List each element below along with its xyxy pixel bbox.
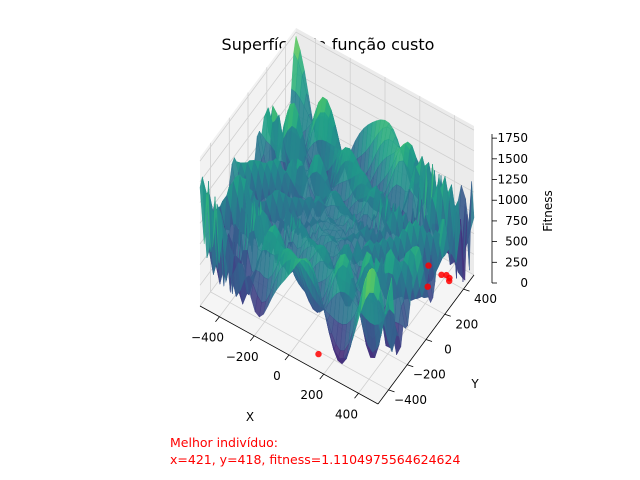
z-tick-label: 250 [505, 255, 528, 269]
y-tick-mark [407, 364, 414, 368]
y-tick-mark [444, 313, 451, 317]
z-tick-label: 0 [520, 276, 528, 290]
z-tick-label: 1000 [497, 193, 528, 207]
z-axis-label: Fitness [541, 190, 555, 232]
annotation-line-1: Melhor indivíduo: [170, 435, 279, 450]
x-tick-mark [319, 373, 325, 380]
x-tick-mark [284, 354, 290, 361]
y-tick-mark [388, 389, 395, 393]
x-tick-label: −200 [226, 350, 259, 364]
y-tick-label: 200 [455, 317, 478, 331]
x-axis-label: X [246, 410, 254, 424]
y-tick-label: −400 [394, 393, 427, 407]
y-tick-label: 400 [474, 292, 497, 306]
scatter-point [438, 271, 445, 278]
x-tick-mark [354, 393, 359, 399]
z-tick-label: 500 [505, 235, 528, 249]
z-tick-label: 1750 [497, 131, 528, 145]
y-axis-label: Y [470, 377, 479, 391]
x-tick-label: 200 [300, 388, 323, 402]
scatter-point [425, 262, 432, 269]
scatter-points [315, 262, 453, 358]
axes-lines [199, 134, 497, 405]
scatter-point [424, 283, 431, 290]
scatter-point [443, 271, 450, 279]
x-tick-label: 0 [273, 369, 281, 383]
y-tick-mark [463, 288, 470, 292]
y-tick-mark [425, 339, 433, 342]
y-tick-label: −200 [413, 368, 446, 382]
best-individual-annotation: Melhor indivíduo: x=421, y=418, fitness=… [170, 434, 460, 468]
z-tick-label: 1500 [497, 152, 528, 166]
chart-title: Superfície da função custo [222, 35, 435, 54]
y-tick-label: 0 [444, 343, 452, 357]
x-tick-label: 400 [335, 407, 358, 421]
tick-labels: −400−2000200400−400−20002004000250500750… [191, 131, 528, 421]
x-tick-mark [215, 316, 220, 322]
z-tick-label: 750 [505, 214, 528, 228]
annotation-line-2: x=421, y=418, fitness=1.1104975564624624 [170, 452, 461, 467]
x-tick-label: −400 [191, 331, 224, 345]
scatter-point [315, 350, 322, 358]
scatter-point [446, 277, 453, 285]
x-tick-mark [249, 335, 255, 342]
grid-line-z [199, 31, 475, 162]
z-tick-label: 1250 [497, 173, 528, 187]
surface-facet [373, 273, 381, 302]
surface-plot [199, 36, 475, 365]
